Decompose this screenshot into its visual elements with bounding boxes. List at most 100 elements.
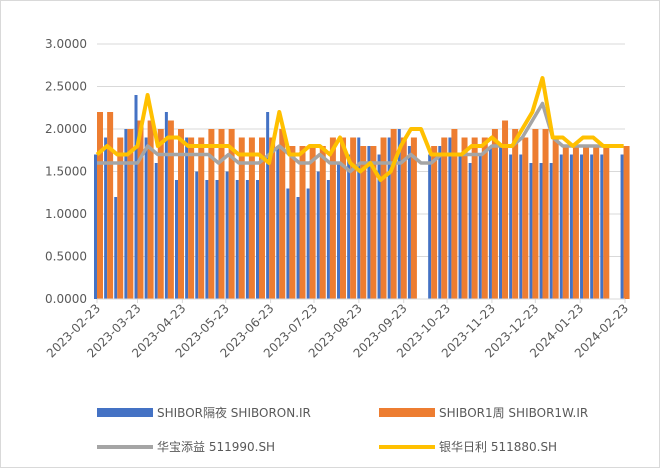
bar <box>380 137 387 299</box>
bar <box>451 129 458 299</box>
bar <box>167 120 174 299</box>
bar <box>248 137 255 299</box>
bar <box>499 146 503 299</box>
bar <box>350 137 357 299</box>
bar <box>225 171 229 299</box>
legend-swatch <box>379 408 435 417</box>
bar <box>256 180 260 299</box>
bar <box>195 171 199 299</box>
bar <box>235 180 239 299</box>
bar <box>157 129 164 299</box>
bar <box>441 137 448 299</box>
legend-label: SHIBOR隔夜 SHIBORON.IR <box>157 405 311 420</box>
bar <box>127 129 134 299</box>
y-tick-label: 2.5000 <box>45 80 87 94</box>
bar <box>137 120 144 299</box>
bar <box>347 154 351 299</box>
bar <box>400 137 407 299</box>
bar <box>117 137 124 299</box>
bar <box>185 137 189 299</box>
bar <box>410 137 417 299</box>
bar <box>559 154 563 299</box>
bar <box>309 146 316 299</box>
bar <box>438 146 442 299</box>
bar <box>539 163 543 299</box>
bar <box>289 146 296 299</box>
bar <box>238 137 245 299</box>
bar <box>458 154 462 299</box>
bar <box>357 137 361 299</box>
bar <box>228 129 235 299</box>
legend-swatch <box>97 408 153 417</box>
bar <box>448 137 452 299</box>
bar <box>529 163 533 299</box>
y-tick-label: 1.0000 <box>45 207 87 221</box>
bar <box>471 137 478 299</box>
bar <box>593 146 600 299</box>
bar <box>360 146 367 299</box>
bar <box>164 112 168 299</box>
bar <box>316 171 320 299</box>
bar <box>397 129 401 299</box>
bar <box>259 137 266 299</box>
bar <box>218 129 225 299</box>
bar <box>208 129 215 299</box>
bar <box>299 146 306 299</box>
bar <box>387 137 391 299</box>
bar <box>306 188 310 299</box>
bar <box>367 146 371 299</box>
bar <box>94 154 97 299</box>
bar <box>198 137 205 299</box>
line <box>95 76 624 182</box>
bar <box>154 163 158 299</box>
bar <box>245 180 249 299</box>
bar <box>390 129 397 299</box>
legend-label: 华宝添益 511990.SH <box>157 440 275 454</box>
bar <box>502 120 509 299</box>
bar <box>188 137 195 299</box>
bar <box>326 180 330 299</box>
bar <box>461 137 468 299</box>
bar <box>603 146 610 299</box>
y-tick-label: 1.5000 <box>45 165 87 179</box>
bar <box>215 180 219 299</box>
bar <box>134 95 138 299</box>
bar <box>481 137 488 299</box>
bar <box>296 197 300 299</box>
bar <box>583 146 590 299</box>
bar <box>488 146 492 299</box>
bar <box>144 137 148 299</box>
bar <box>407 146 411 299</box>
y-tick-label: 0.5000 <box>45 250 87 264</box>
bar <box>549 163 553 299</box>
bar <box>370 146 377 299</box>
bar <box>562 146 569 299</box>
bar <box>377 154 381 299</box>
bar <box>519 154 523 299</box>
bar <box>124 129 128 299</box>
y-tick-label: 2.0000 <box>45 122 87 136</box>
bar <box>431 146 438 299</box>
bar <box>178 129 185 299</box>
bar <box>532 129 539 299</box>
bar <box>147 120 154 299</box>
bar <box>509 154 513 299</box>
bar <box>276 146 280 299</box>
bar <box>114 197 118 299</box>
bar <box>337 163 341 299</box>
bar <box>279 129 286 299</box>
bar <box>205 180 209 299</box>
bar <box>468 163 472 299</box>
bar <box>552 137 559 299</box>
bar <box>107 112 114 299</box>
bar <box>286 188 290 299</box>
bar <box>329 137 336 299</box>
bar <box>522 137 529 299</box>
bar <box>512 129 519 299</box>
bar <box>572 146 579 299</box>
legend-label: SHIBOR1周 SHIBOR1W.IR <box>439 406 588 420</box>
bar <box>478 154 482 299</box>
bar <box>269 137 276 299</box>
